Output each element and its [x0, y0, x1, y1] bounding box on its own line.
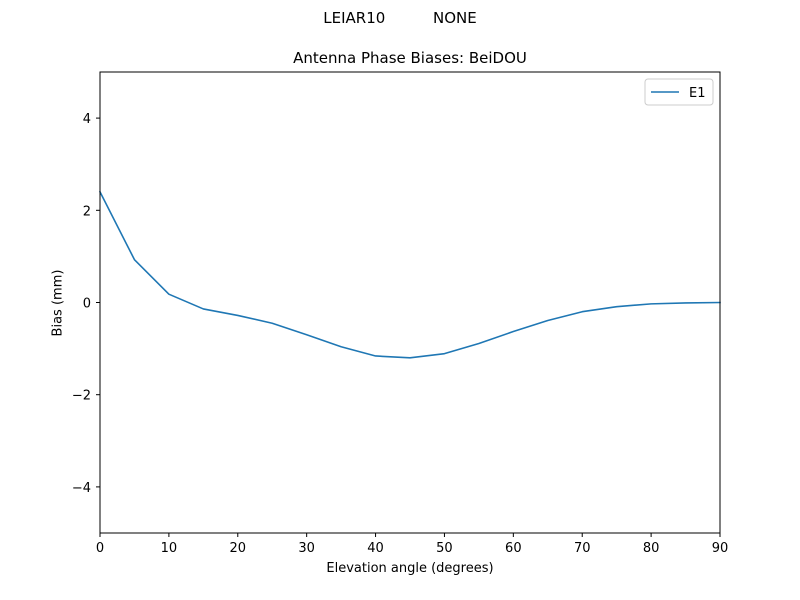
radome-name: NONE [432, 9, 477, 27]
ticks-layer: 0 10 20 30 40 50 60 70 80 90 −4 −2 0 2 4 [72, 112, 728, 556]
x-tick-label: 80 [643, 541, 660, 556]
y-axis-label: Bias (mm) [50, 269, 66, 337]
y-tick-label: 0 [83, 297, 91, 312]
y-tick-label: 4 [83, 112, 91, 127]
x-axis-label: Elevation angle (degrees) [326, 561, 494, 576]
x-tick-label: 50 [436, 541, 453, 556]
x-tick-label: 20 [230, 541, 247, 556]
x-tick-label: 10 [161, 541, 178, 556]
y-tick-label: −4 [72, 481, 91, 496]
x-tick-label: 60 [505, 541, 522, 556]
series-layer [98, 190, 721, 359]
x-tick-label: 70 [574, 541, 591, 556]
antenna-name: LEIAR10 [323, 9, 386, 27]
plot-frame [99, 71, 721, 534]
chart-title: Antenna Phase Biases: BeiDOU [293, 49, 527, 67]
series-line-e1 [98, 190, 721, 359]
x-tick-label: 0 [96, 541, 104, 556]
legend: E1 [644, 78, 714, 106]
x-tick-label: 30 [298, 541, 315, 556]
legend-label-e1: E1 [689, 86, 706, 101]
x-tick-label: 90 [712, 541, 729, 556]
x-tick-label: 40 [367, 541, 384, 556]
y-tick-label: −2 [72, 389, 91, 404]
y-tick-label: 2 [83, 204, 91, 219]
figure-suptitle: LEIAR10 NONE [0, 9, 800, 27]
